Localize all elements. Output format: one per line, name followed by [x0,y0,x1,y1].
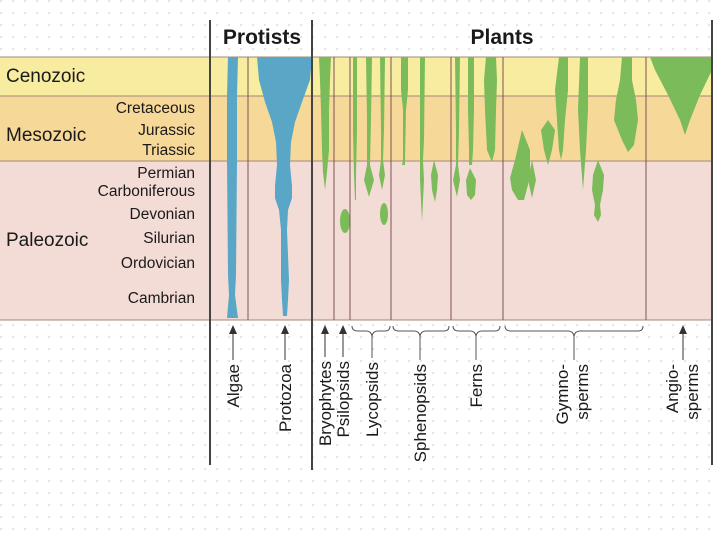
label-gymnosperms-line1: Gymno- [553,364,572,424]
algae-arrow-head [229,325,237,334]
period-cambrian: Cambrian [128,290,195,307]
sphenopsids-range-c [431,160,438,202]
era-paleozoic: Paleozoic [6,230,88,251]
plants-header: Plants [470,26,533,49]
angiosperms-range [650,57,712,135]
label-psilopsids: Psilopsids [334,361,353,438]
label-ferns: Ferns [467,364,486,407]
lycopsids-range-d [380,203,388,225]
period-carboniferous: Carboniferous [98,183,196,200]
psilopsids-range [340,209,350,233]
sphenopsids-range-b [420,57,425,222]
ferns-range-d [466,168,476,200]
period-triassic: Triassic [142,142,195,159]
lycopsids-range-a [353,57,357,200]
period-jurassic: Jurassic [138,122,195,139]
protists-header: Protists [223,26,301,49]
ferns-range-b [468,57,474,165]
gymnosperms-range-g [614,57,638,152]
gymnosperms-range-d [528,160,536,198]
period-ordovician: Ordovician [121,255,195,272]
label-sphenopsids: Sphenopsids [411,364,430,462]
era-mesozoic: Mesozoic [6,125,86,146]
bryophytes-arrow-head [321,325,329,334]
protozoa-range [257,57,312,316]
period-silurian: Silurian [143,230,195,247]
label-angiosperms-line2: sperms [683,364,702,420]
protozoa-arrow-head [281,325,289,334]
ferns-range-a [453,57,460,197]
algae-range [227,57,238,318]
gymnosperms-range-c [555,57,568,160]
psilopsids-arrow-head [339,325,347,334]
period-devonian: Devonian [130,206,196,223]
ferns-range-c [484,57,497,162]
period-cretaceous: Cretaceous [116,100,196,117]
gymnosperms-range-e [578,57,588,190]
gymnosperms-range-b [541,120,555,165]
label-lycopsids: Lycopsids [363,362,382,437]
era-cenozoic: Cenozoic [6,66,85,87]
label-bryophytes: Bryophytes [316,361,335,446]
label-algae: Algae [224,364,243,407]
gymnosperms-range-a [510,130,530,200]
bryophytes-range [319,57,331,190]
sphenopsids-range-a [401,57,408,165]
label-gymnosperms-line2: sperms [573,364,592,420]
period-permian: Permian [137,165,195,182]
lycopsids-range-c [379,57,385,190]
angiosperms-arrow-head [679,325,687,334]
lycopsids-range-b [364,57,374,197]
gymnosperms-range-f [592,160,604,222]
label-protozoa: Protozoa [276,363,295,432]
label-angiosperms-line1: Angio- [663,364,682,413]
